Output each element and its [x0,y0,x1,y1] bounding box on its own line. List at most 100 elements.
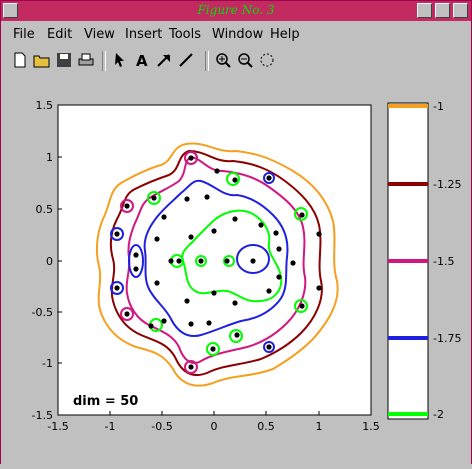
data-point [273,230,279,236]
print-icon[interactable] [77,51,95,69]
contour-level-blue [143,179,289,337]
colorbar-tick-label: -1.25 [433,178,461,191]
data-point [133,266,139,272]
rotate-icon[interactable] [258,51,276,69]
data-point [124,311,130,317]
text-tool-icon[interactable]: A [133,51,151,69]
y-axis [58,104,62,416]
data-point [232,300,238,306]
menu-bar: File Edit View Insert Tools Window Help [1,23,471,45]
contour-island [184,151,198,165]
menu-help[interactable]: Help [270,27,300,42]
y-tick-labels: 1.5 1 0.5 0 -0.5 -1 -1.5 [32,99,53,422]
data-point [316,285,322,291]
data-point [161,214,167,220]
new-file-icon[interactable] [11,51,29,69]
contour-island [195,255,207,267]
menu-view[interactable]: View [84,27,115,42]
contour-level-orange [95,142,339,387]
svg-text:A: A [136,52,148,68]
data-point [184,196,190,202]
minimize-button[interactable] [417,3,432,18]
contour-plot [95,142,339,387]
data-point [188,155,194,161]
zoom-in-icon[interactable] [214,51,232,69]
menu-tools[interactable]: Tools [169,27,202,42]
data-point [211,228,217,234]
contour-island [120,199,134,213]
y-tick-label: 0.5 [36,203,54,216]
x-tick-labels: -1.5 -1 -0.5 0 0.5 1 1.5 [47,420,379,433]
contour-island [128,244,144,278]
data-point [154,280,160,286]
plot-axes[interactable] [57,104,372,416]
data-points [114,155,322,370]
line-tool-icon[interactable] [177,51,195,69]
data-point [168,258,174,264]
menu-insert[interactable]: Insert [125,27,163,42]
data-point [114,285,120,291]
x-tick-label: 1 [316,420,323,433]
colorbar-tick-labels: -1 -1.25 -1.5 -1.75 -2 [433,100,461,421]
data-point [161,318,167,324]
toolbar: A [1,47,471,75]
data-point [250,258,256,264]
data-point [258,222,264,228]
x-tick-label: -1.5 [47,420,68,433]
data-point [214,168,220,174]
toolbar-separator [205,51,209,71]
x-tick-label: 0 [211,420,218,433]
x-tick-label: -1 [105,420,116,433]
data-point [232,216,238,222]
colorbar-levels [388,104,428,416]
data-point [184,298,190,304]
toolbar-separator [102,51,106,71]
data-point [299,303,305,309]
contour-island [206,342,220,356]
data-point [290,260,296,266]
data-point [232,177,238,183]
data-point [204,194,210,200]
arrow-select-icon[interactable] [111,51,129,69]
dim-annotation: dim = 50 [73,394,138,409]
zoom-out-icon[interactable] [236,51,254,69]
menu-edit[interactable]: Edit [47,27,73,42]
data-point [148,323,154,329]
contour-level-green [181,209,283,303]
arrow-tool-icon[interactable] [155,51,173,69]
contour-island [294,207,308,221]
window-title: Figure No. 3 [197,3,275,17]
y-tick-label: -1.5 [32,409,53,422]
colorbar-tick-label: -1.5 [433,255,454,268]
contour-island [110,281,124,295]
data-point [188,234,194,240]
title-bar[interactable]: Figure No. 3 [1,1,471,21]
data-point [266,344,272,350]
data-point [188,321,194,327]
data-point [266,175,272,181]
data-point [276,274,282,280]
y-tick-label: -0.5 [32,306,53,319]
figure-area: dim = 50 -1.5 -1 -0.5 0 0.5 1 1.5 [1,78,471,465]
data-point [198,258,204,264]
menu-file[interactable]: File [13,27,35,42]
contour-island [120,307,134,321]
data-point [299,212,305,218]
contour-level-magenta [125,155,307,365]
data-point [133,252,139,258]
y-tick-label: 1.5 [36,99,54,112]
colorbar-tick-label: -1 [433,100,444,113]
contour-island [184,360,198,374]
save-icon[interactable] [55,51,73,69]
data-point [211,290,217,296]
x-tick-label: 0.5 [257,420,275,433]
data-point [206,320,212,326]
contour-island [110,227,124,241]
close-button[interactable] [453,3,468,18]
x-tick-label: -0.5 [151,420,172,433]
window-menu-button[interactable] [3,3,18,18]
open-folder-icon[interactable] [33,51,51,69]
maximize-button[interactable] [435,3,450,18]
menu-window[interactable]: Window [212,27,264,42]
colorbar-tick-label: -2 [433,408,444,421]
